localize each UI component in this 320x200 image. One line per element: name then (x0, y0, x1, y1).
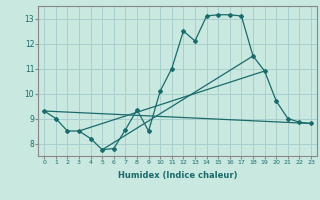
X-axis label: Humidex (Indice chaleur): Humidex (Indice chaleur) (118, 171, 237, 180)
